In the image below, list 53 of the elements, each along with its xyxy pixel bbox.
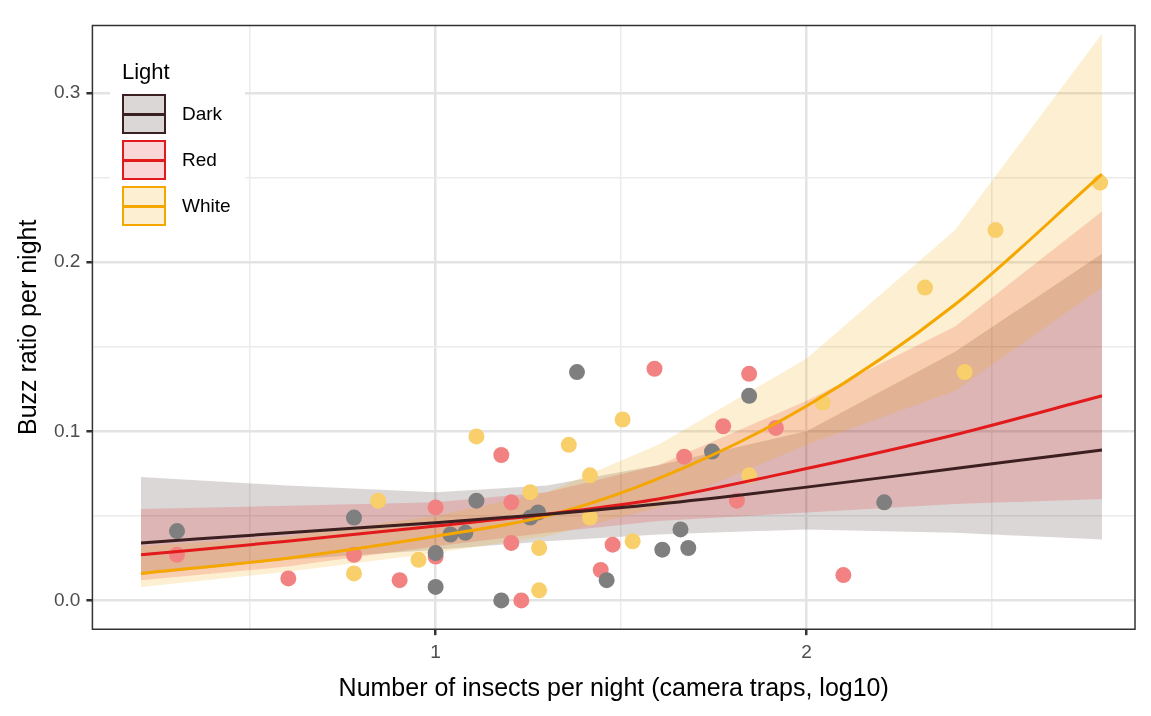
point: [503, 494, 520, 511]
point: [169, 523, 186, 540]
x-axis-title: Number of insects per night (camera traps, log10): [338, 672, 889, 701]
point: [581, 467, 598, 484]
point: [513, 592, 530, 609]
point: [835, 567, 852, 584]
y-tick-label: 0.1: [53, 419, 81, 441]
point: [427, 578, 444, 595]
line-series: [139, 394, 1104, 557]
point: [741, 365, 758, 382]
point: [715, 418, 732, 435]
point: [987, 222, 1004, 239]
point: [427, 499, 444, 516]
point: [468, 492, 485, 509]
legend-title: Light: [122, 59, 171, 85]
point: [531, 540, 548, 557]
y-tick-label: 0.2: [53, 250, 81, 272]
point: [672, 521, 689, 538]
y-tick-label: 0.3: [53, 81, 81, 103]
point: [468, 428, 485, 445]
y-axis-title: Buzz ratio per night: [12, 219, 41, 435]
legend-label: Dark: [182, 103, 223, 125]
point: [876, 494, 893, 511]
x-tick-label: 2: [801, 640, 812, 662]
point: [493, 446, 510, 463]
point: [604, 536, 621, 553]
point: [391, 572, 408, 589]
point: [680, 540, 697, 557]
point: [598, 572, 615, 589]
point: [741, 387, 758, 404]
point: [531, 582, 548, 599]
point: [493, 592, 510, 609]
point: [568, 364, 585, 381]
point: [956, 364, 973, 381]
point: [522, 484, 539, 501]
legend-label: White: [182, 195, 231, 217]
legend-label: Red: [182, 149, 217, 171]
point: [614, 411, 631, 428]
x-tick-label: 1: [430, 640, 441, 662]
point: [370, 492, 387, 509]
point: [646, 360, 663, 377]
point: [654, 541, 671, 558]
point: [345, 565, 362, 582]
point: [280, 570, 297, 587]
text: 0.0: [53, 588, 81, 610]
line-series: [139, 448, 1104, 545]
point: [676, 448, 693, 465]
point: [560, 436, 577, 453]
point: [345, 509, 362, 526]
point: [917, 279, 933, 296]
point: [503, 534, 520, 551]
point: [624, 533, 641, 550]
point: [410, 551, 427, 568]
